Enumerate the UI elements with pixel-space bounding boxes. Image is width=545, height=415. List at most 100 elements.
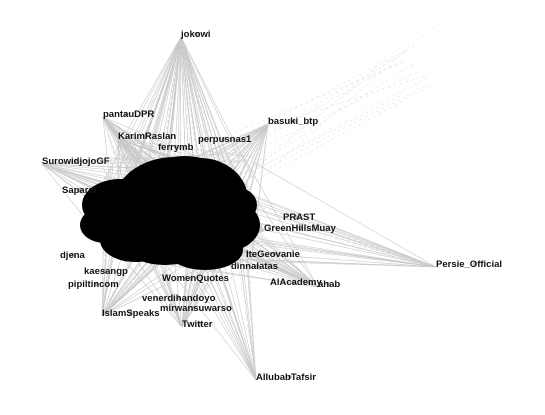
- edge: [245, 239, 257, 381]
- edge: [257, 86, 430, 181]
- node-dot: [188, 275, 193, 281]
- node-dot: [128, 310, 133, 316]
- core-blob: [145, 156, 225, 204]
- edge: [212, 250, 257, 381]
- edge: [180, 36, 253, 178]
- edge: [236, 172, 319, 288]
- edge: [41, 153, 222, 165]
- edge: [226, 52, 407, 157]
- node-label-ahab: ahab: [318, 279, 340, 290]
- node-label-persie_official: Persie_Official: [436, 259, 502, 270]
- node-label-pantaudpr: pantauDPR: [103, 109, 154, 120]
- edge: [103, 153, 437, 268]
- edge: [247, 84, 428, 179]
- edge: [177, 36, 182, 157]
- node-dot: [291, 118, 297, 124]
- core-blob: [213, 187, 257, 223]
- edge: [223, 62, 415, 187]
- node-label-allubabtafsir: AllubabTafsir: [256, 372, 316, 383]
- edge: [101, 248, 245, 317]
- edge: [200, 60, 401, 174]
- node-dot: [194, 31, 199, 37]
- edge: [258, 70, 421, 150]
- edge: [241, 154, 319, 288]
- edge: [250, 47, 401, 173]
- node-label-surowidjojo: SurowidjojoGF: [42, 156, 110, 167]
- node-label-karimraslan: KarimRaslan: [118, 131, 176, 142]
- node-dot: [78, 187, 83, 193]
- edge: [102, 116, 110, 179]
- node-dot: [254, 263, 260, 269]
- edge: [179, 36, 182, 172]
- node-label-sapardi: Sapardi: [62, 185, 97, 196]
- edge: [178, 36, 182, 229]
- edge: [117, 138, 253, 158]
- node-dot: [73, 158, 79, 164]
- node-label-pipiltin: pipiltincom: [68, 279, 119, 290]
- edge: [125, 36, 182, 162]
- edge: [226, 123, 269, 254]
- node-dot: [326, 281, 331, 287]
- node-dot: [70, 252, 76, 258]
- node-label-mirwan: mirwansuwarso: [160, 303, 232, 314]
- edge: [101, 258, 196, 317]
- node-dot: [94, 281, 99, 287]
- edge: [101, 244, 104, 317]
- node-dot: [287, 374, 292, 380]
- node-label-ferry: ferrymb: [158, 142, 194, 153]
- edge: [180, 36, 207, 180]
- edge: [251, 199, 437, 268]
- node-dot: [221, 136, 227, 142]
- node-label-kaesangp: kaesangp: [84, 266, 128, 277]
- node-label-perpusnas1: perpusnas1: [198, 134, 252, 145]
- dense-core-cluster: [80, 156, 260, 270]
- label-layer: jokowi pantauDPR basuki_btp KarimRaslan perp…: [42, 29, 502, 383]
- node-label-venerdi: venerdihandoyo: [142, 293, 216, 304]
- node-label-womenquotes: WomenQuotes: [162, 273, 229, 284]
- node-dot: [102, 268, 108, 274]
- node-label-twitter: Twitter: [182, 319, 213, 330]
- edge: [180, 36, 208, 159]
- node-dot: [293, 214, 299, 220]
- edge: [104, 36, 182, 181]
- node-dot: [291, 279, 296, 285]
- edge: [251, 161, 437, 268]
- edge: [212, 60, 407, 143]
- node-dot: [472, 261, 478, 267]
- node-label-djena: djena: [60, 250, 86, 261]
- node-label-dinnalatas: dinnalatas: [231, 261, 278, 272]
- edge: [102, 116, 163, 168]
- edge: [117, 138, 206, 159]
- edge: [237, 243, 257, 381]
- node-dot: [198, 321, 203, 327]
- edge: [117, 138, 169, 176]
- edge: [111, 36, 182, 184]
- edge: [114, 36, 182, 154]
- node-dot: [124, 111, 129, 117]
- node-label-basuki_btp: basuki_btp: [268, 116, 318, 127]
- edge: [112, 178, 437, 268]
- edge: [117, 138, 122, 176]
- node-label-academy: AlAcademy: [270, 277, 322, 288]
- edge: [229, 261, 257, 381]
- edge: [237, 95, 402, 180]
- node-dot: [272, 251, 277, 257]
- edge: [240, 24, 438, 175]
- edge: [154, 249, 257, 381]
- edge: [134, 36, 182, 216]
- core-blob: [167, 230, 243, 270]
- edge: [180, 36, 196, 179]
- node-dot: [191, 305, 196, 311]
- edge: [41, 156, 131, 165]
- node-label-greenhillsmuay: GreenHillsMuay: [264, 223, 337, 234]
- edge: [180, 36, 218, 184]
- edge: [146, 36, 182, 177]
- node-dot: [174, 144, 179, 150]
- node-dot: [298, 225, 303, 231]
- edge: [180, 36, 199, 169]
- node-label-prast: PRAST: [283, 212, 315, 223]
- node-dot: [176, 295, 181, 301]
- core-blob: [80, 207, 130, 243]
- node-label-jokowi: jokowi: [180, 29, 211, 40]
